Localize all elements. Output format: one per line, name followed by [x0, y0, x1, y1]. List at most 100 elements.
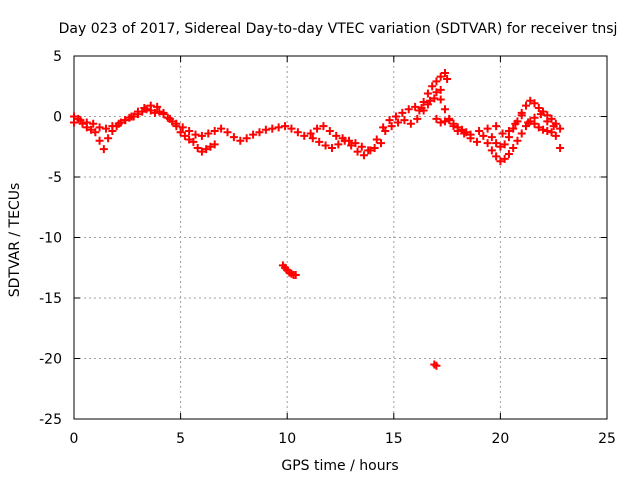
data-point [443, 74, 452, 83]
data-point [394, 118, 403, 127]
data-point [155, 107, 164, 116]
data-point [492, 139, 501, 148]
data-point [327, 143, 336, 152]
data-point [191, 130, 200, 139]
data-point [547, 128, 556, 137]
data-point [204, 129, 213, 138]
data-point [359, 151, 368, 160]
data-point [556, 124, 565, 133]
data-point [381, 127, 390, 136]
data-point [261, 125, 270, 134]
series-outlier-17h [430, 360, 441, 370]
data-point [500, 154, 509, 163]
data-point [475, 127, 484, 136]
data-point [449, 119, 458, 128]
data-point [415, 106, 424, 115]
data-point [176, 128, 185, 137]
data-point [353, 147, 362, 156]
data-point [281, 122, 290, 131]
x-tick-label: 0 [70, 431, 79, 447]
y-tick-label: 0 [53, 110, 62, 126]
data-point [197, 131, 206, 140]
data-point [377, 139, 386, 148]
series-track-a [70, 105, 219, 156]
data-point [210, 127, 219, 136]
data-point [458, 125, 467, 134]
data-point [445, 116, 454, 125]
data-point [404, 105, 413, 114]
data-point [319, 122, 328, 131]
data-point [189, 137, 198, 146]
data-point [76, 116, 85, 125]
data-point [229, 133, 238, 142]
data-point [509, 124, 518, 133]
data-point [391, 112, 400, 121]
y-axis-label: SDTVAR / TECUs [7, 183, 23, 298]
data-point [492, 152, 501, 161]
y-tick-label: 5 [53, 49, 62, 65]
data-point [146, 101, 155, 110]
data-point [165, 114, 174, 123]
data-point [428, 82, 437, 91]
data-point [249, 130, 258, 139]
data-point [400, 116, 409, 125]
data-point [440, 105, 449, 114]
series-track-c [308, 74, 452, 160]
data-point [357, 142, 366, 151]
series-track-b [70, 101, 386, 155]
data-point [387, 122, 396, 131]
data-point [483, 124, 492, 133]
data-point [133, 107, 142, 116]
y-tick-label: -20 [39, 352, 62, 368]
data-point [217, 124, 226, 133]
series-track-e [415, 68, 475, 139]
data-point [432, 88, 441, 97]
data-point [99, 145, 108, 154]
data-point [372, 135, 381, 144]
data-point [101, 124, 110, 133]
data-point [543, 117, 552, 126]
data-point [370, 143, 379, 152]
data-points [70, 68, 565, 370]
data-point [466, 130, 475, 139]
data-point [547, 114, 556, 123]
data-point [291, 271, 300, 280]
data-point [159, 108, 168, 117]
data-point [430, 94, 439, 103]
y-tick-label: -10 [39, 231, 62, 247]
data-point [321, 141, 330, 150]
data-point [436, 85, 445, 94]
data-point [308, 134, 317, 143]
data-point [268, 124, 277, 133]
data-point [287, 124, 296, 133]
data-point [315, 137, 324, 146]
data-point [114, 119, 123, 128]
y-tick-label: -5 [48, 170, 62, 186]
data-point [306, 129, 315, 138]
y-tick-label: -15 [39, 291, 62, 307]
data-point [332, 131, 341, 140]
data-point [517, 129, 526, 138]
data-point [406, 119, 415, 128]
data-point [223, 128, 232, 137]
data-point [496, 142, 505, 151]
data-point [121, 116, 130, 125]
data-point [178, 123, 187, 132]
data-point [325, 127, 334, 136]
data-point [210, 140, 219, 149]
x-axis-label: GPS time / hours [281, 458, 398, 474]
data-point [385, 116, 394, 125]
data-point [479, 131, 488, 140]
data-point [313, 124, 322, 133]
data-point [413, 114, 422, 123]
chart-title: Day 023 of 2017, Sidereal Day-to-day VTE… [59, 21, 618, 37]
data-point [419, 97, 428, 106]
data-point [549, 122, 558, 131]
data-point [521, 101, 530, 110]
data-point [530, 99, 539, 108]
data-point [300, 131, 309, 140]
data-point [551, 131, 560, 140]
data-point [534, 104, 543, 113]
data-point [534, 123, 543, 132]
data-point [517, 111, 526, 120]
